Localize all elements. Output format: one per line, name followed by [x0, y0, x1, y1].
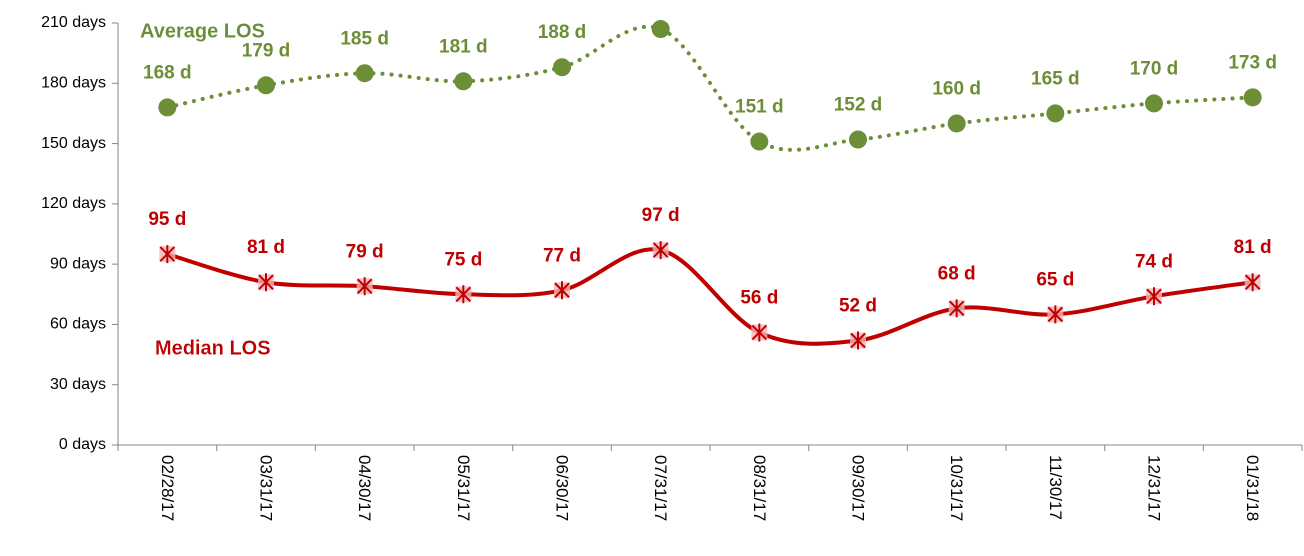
y-tick-label: 30 days [50, 376, 106, 393]
x-tick-label: 04/30/17 [355, 455, 374, 521]
x-tick-label: 10/31/17 [947, 455, 966, 521]
data-label: 68 d [938, 263, 976, 284]
marker [948, 299, 965, 318]
marker-star [1244, 273, 1261, 292]
data-label: 95 d [148, 209, 186, 230]
data-label: 152 d [834, 95, 883, 116]
data-label: 165 d [1031, 68, 1080, 89]
marker [258, 273, 274, 292]
data-label: 74 d [1135, 251, 1173, 272]
series-line [165, 247, 1255, 346]
x-tick-label: 06/30/17 [553, 455, 572, 521]
data-label: 179 d [242, 40, 291, 61]
y-tick-label: 120 days [41, 195, 106, 212]
marker [1146, 287, 1162, 306]
marker [1244, 273, 1261, 292]
series-line [165, 24, 1255, 152]
marker-star [455, 285, 472, 304]
data-label: 170 d [1130, 58, 1179, 79]
marker [1046, 104, 1065, 123]
x-tick-label: 12/31/17 [1145, 455, 1164, 521]
y-tick-label: 0 days [59, 436, 106, 453]
x-tick-label: 09/30/17 [849, 455, 868, 521]
marker-star [258, 273, 274, 292]
x-tick-label: 11/30/17 [1046, 455, 1065, 520]
marker-star [850, 331, 866, 350]
marker [554, 281, 570, 300]
marker [751, 323, 768, 342]
data-label: 79 d [346, 241, 384, 262]
data-label: 181 d [439, 36, 488, 57]
marker-star [751, 323, 768, 342]
marker [1145, 94, 1163, 113]
marker-star [159, 245, 176, 264]
marker [850, 331, 866, 350]
marker [553, 58, 571, 77]
y-tick-label: 90 days [50, 255, 106, 272]
data-label: 97 d [642, 205, 680, 226]
data-label: 207 d [636, 0, 685, 5]
x-tick-label: 03/31/17 [257, 455, 276, 521]
data-label: 81 d [247, 237, 285, 258]
y-tick-label: 210 days [41, 14, 106, 31]
data-label: 56 d [740, 287, 778, 308]
marker-star [652, 241, 669, 260]
marker [651, 20, 670, 39]
x-tick-label: 02/28/17 [158, 455, 177, 521]
data-label: 185 d [340, 28, 389, 49]
x-tick-label: 01/31/18 [1243, 455, 1262, 521]
data-label: 65 d [1036, 269, 1074, 290]
data-label: 75 d [444, 249, 482, 270]
marker [849, 130, 867, 149]
marker-star [554, 281, 570, 300]
y-tick-label: 60 days [50, 316, 106, 333]
marker [454, 72, 473, 91]
marker [750, 132, 769, 151]
data-label: 188 d [538, 22, 587, 43]
y-tick-label: 180 days [41, 75, 106, 92]
x-tick-label: 05/31/17 [454, 455, 473, 521]
marker [1243, 88, 1262, 107]
data-label: 173 d [1228, 52, 1277, 73]
marker-star [1047, 305, 1064, 324]
marker-star [356, 277, 373, 296]
marker-star [1146, 287, 1162, 306]
marker [356, 277, 373, 296]
marker [1047, 305, 1064, 324]
data-label: 168 d [143, 62, 192, 83]
marker [159, 245, 176, 264]
data-label: 160 d [932, 78, 981, 99]
x-tick-label: 07/31/17 [651, 455, 670, 521]
series-name: Median LOS [155, 337, 271, 359]
x-tick-label: 08/31/17 [750, 455, 769, 521]
marker [355, 64, 374, 83]
series-name: Average LOS [140, 20, 265, 42]
data-label: 77 d [543, 245, 581, 266]
marker [158, 98, 177, 117]
marker-star [948, 299, 965, 318]
y-tick-label: 150 days [41, 135, 106, 152]
marker [652, 241, 669, 260]
marker [257, 76, 275, 95]
data-label: 151 d [735, 97, 784, 118]
data-label: 52 d [839, 296, 877, 317]
marker [455, 285, 472, 304]
data-label: 81 d [1234, 237, 1272, 258]
marker [947, 114, 966, 133]
